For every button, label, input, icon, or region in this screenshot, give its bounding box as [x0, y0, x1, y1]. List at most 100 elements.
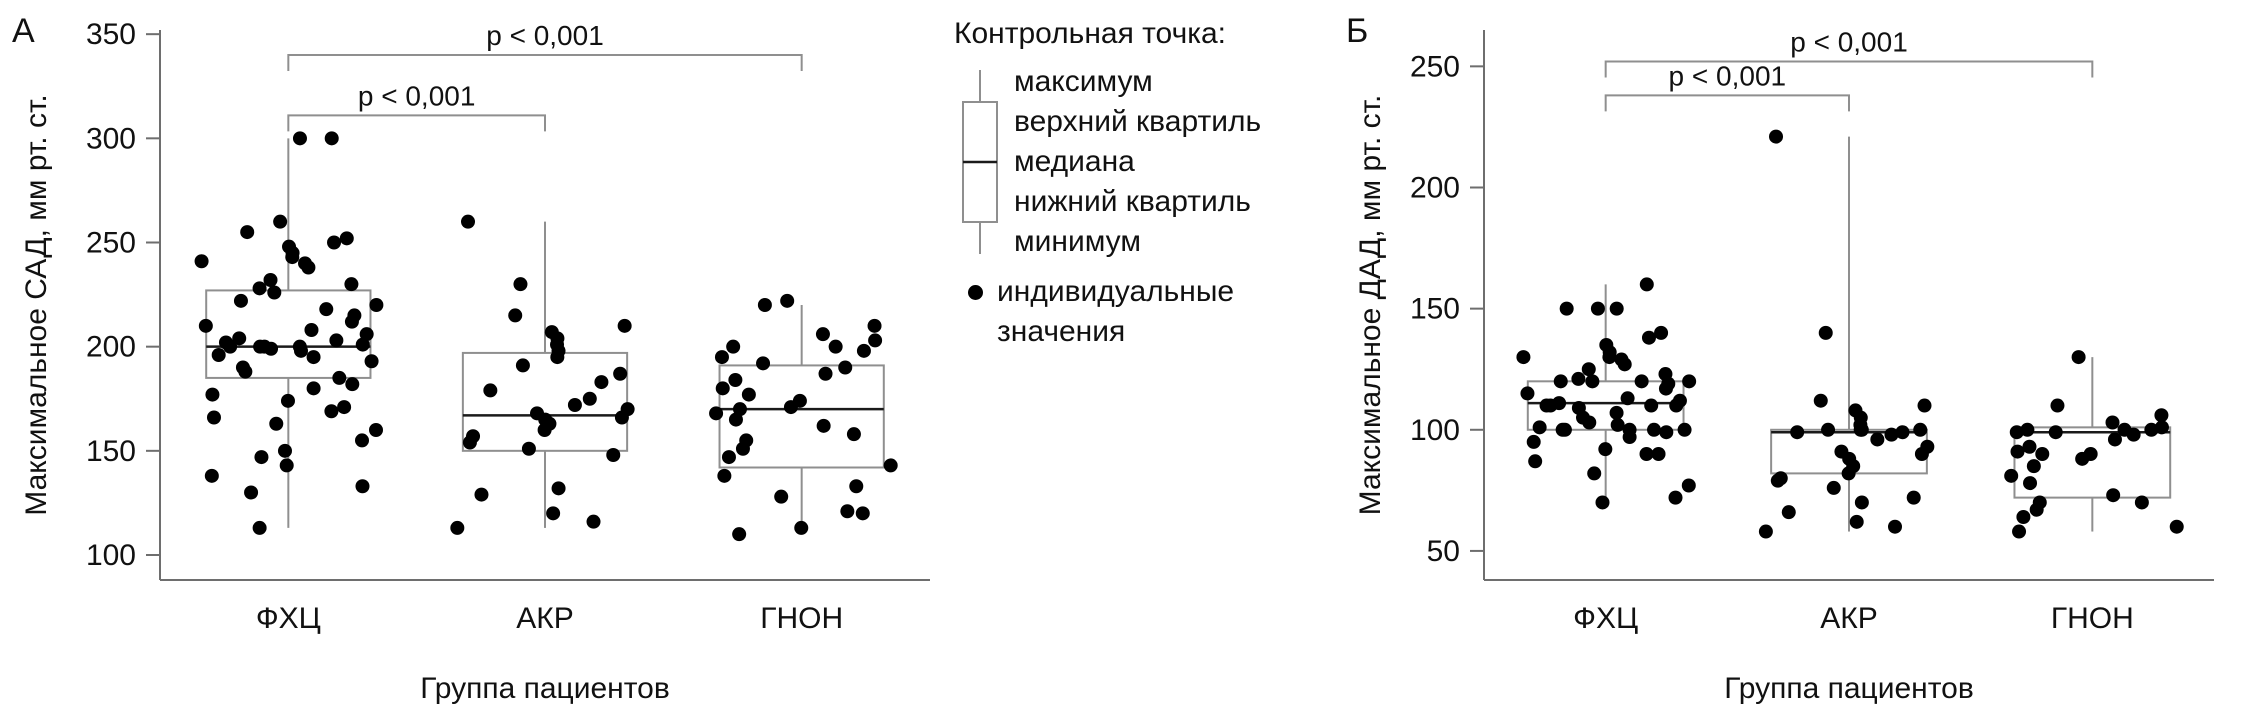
scatter-point [355, 479, 370, 494]
panel-letter: Б [1346, 12, 1368, 50]
scatter-point [232, 331, 247, 346]
scatter-point [1854, 495, 1869, 510]
scatter-point [1906, 490, 1921, 505]
scatter-point [345, 377, 360, 392]
scatter-point [780, 293, 795, 308]
legend-item-individual: индивидуальные значения [997, 275, 1235, 348]
p-value-label: p < 0,001 [1790, 26, 1908, 57]
scatter-point [1516, 350, 1531, 365]
scatter-point [339, 231, 354, 246]
scatter-point [1870, 432, 1885, 447]
scatter-point [546, 506, 561, 521]
legend-item-q1: нижний квартиль [1014, 185, 1251, 218]
p-value-bracket [1604, 60, 2094, 78]
scatter-point [306, 381, 321, 396]
scatter-point [1651, 447, 1666, 462]
scatter-point [714, 350, 729, 365]
scatter-point [1826, 480, 1841, 495]
legend-item-median: медиана [1014, 145, 1135, 178]
scatter-point [617, 318, 632, 333]
scatter-point [1884, 427, 1899, 442]
scatter-point [551, 481, 566, 496]
p-value-label: p < 0,001 [1669, 60, 1787, 91]
scatter-point [709, 406, 724, 421]
y-tick-label: 300 [86, 122, 136, 155]
scatter-point [515, 358, 530, 373]
scatter-point [205, 387, 220, 402]
scatter-point [1818, 325, 1833, 340]
scatter-point [1528, 454, 1543, 469]
scatter-point [1590, 301, 1605, 316]
scatter-point [1520, 386, 1535, 401]
scatter-point [206, 410, 221, 425]
scatter-point [838, 360, 853, 375]
scatter-point [1849, 514, 1864, 529]
scatter-point [2106, 488, 2121, 503]
y-tick-label: 100 [1410, 414, 1460, 447]
scatter-point [840, 504, 855, 519]
scatter-point [337, 400, 352, 415]
scatter-point [883, 458, 898, 473]
scatter-point [2004, 468, 2019, 483]
scatter-point [2029, 502, 2044, 517]
box [2013, 426, 2172, 499]
scatter-point [582, 391, 597, 406]
scatter-point [550, 350, 565, 365]
scatter-point [344, 277, 359, 292]
box [205, 289, 372, 379]
scatter-point [2107, 432, 2122, 447]
scatter-point [483, 383, 498, 398]
scatter-point [537, 423, 552, 437]
scatter-point [2154, 420, 2169, 435]
scatter-point [292, 131, 307, 146]
scatter-point [2048, 425, 2063, 440]
scatter-point [756, 356, 771, 371]
scatter-point [450, 520, 465, 535]
legend-title: Контрольная точка: [954, 17, 1227, 50]
scatter-point [2075, 451, 2090, 466]
scatter-point [369, 298, 384, 312]
scatter-point [1587, 466, 1602, 481]
scatter-point [2169, 519, 2184, 534]
scatter-point [238, 364, 253, 379]
scatter-point [1682, 374, 1697, 389]
p-value-bracket [287, 54, 803, 71]
p-value-bracket [287, 114, 546, 132]
scatter-point [1913, 422, 1928, 437]
panel-letter: А [12, 12, 35, 50]
scatter-point [233, 293, 248, 308]
dot-icon [968, 285, 983, 300]
scatter-point [294, 343, 309, 358]
scatter-point [828, 339, 843, 354]
scatter-point [1658, 381, 1673, 396]
scatter-point [1813, 393, 1828, 408]
scatter-point [2022, 439, 2037, 454]
scatter-point [856, 343, 871, 358]
scatter-point [355, 337, 370, 352]
legend-items: максимум верхний квартиль медиана нижний… [1014, 62, 1261, 262]
scatter-point [816, 418, 831, 433]
scatter-point [726, 339, 741, 354]
scatter-point [252, 520, 267, 535]
scatter-point [332, 370, 347, 385]
x-category-label: ФХЦ [256, 602, 321, 635]
scatter-point [846, 427, 861, 442]
scatter-point [1790, 425, 1805, 440]
scatter-point [269, 416, 284, 431]
scatter-point [1841, 466, 1856, 481]
scatter-point [355, 433, 370, 448]
scatter-point [324, 404, 339, 419]
legend-item-min: минимум [1014, 225, 1141, 258]
scatter-point [1644, 398, 1659, 413]
p-value-label: p < 0,001 [486, 20, 604, 51]
scatter-point [1622, 430, 1637, 445]
scatter-point [1821, 422, 1836, 437]
scatter-point [1853, 422, 1868, 437]
scatter-point [1609, 301, 1624, 316]
scatter-point [329, 333, 344, 348]
scatter-point [277, 443, 292, 458]
scatter-point [301, 260, 316, 275]
scatter-point [280, 393, 295, 408]
scatter-point [1553, 374, 1568, 389]
